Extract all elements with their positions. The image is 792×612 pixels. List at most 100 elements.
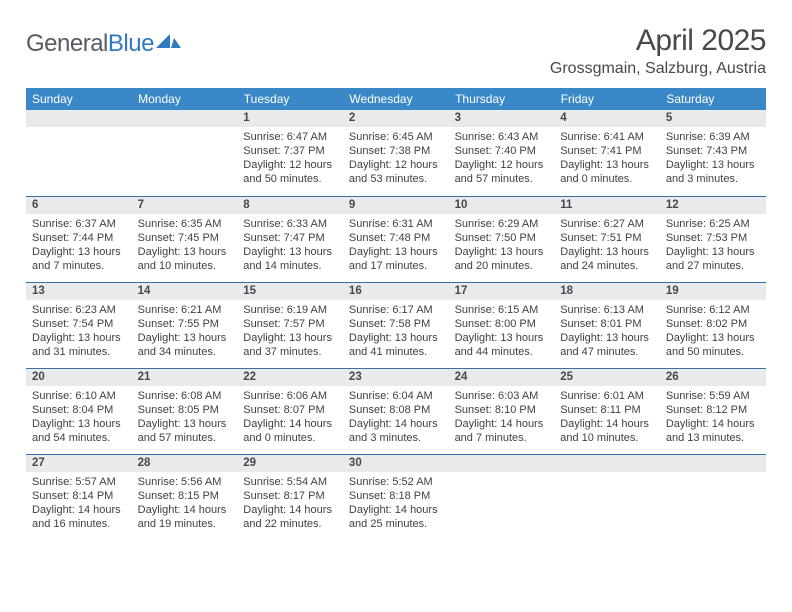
calendar-day-cell: 30Sunrise: 5:52 AMSunset: 8:18 PMDayligh…	[343, 454, 449, 540]
sunset-line: Sunset: 7:55 PM	[138, 317, 232, 331]
sunset-line: Sunset: 7:45 PM	[138, 231, 232, 245]
daylight-line: Daylight: 13 hours and 57 minutes.	[138, 417, 232, 445]
daylight-line: Daylight: 13 hours and 24 minutes.	[560, 245, 654, 273]
day-number: 25	[554, 369, 660, 386]
daylight-line: Daylight: 13 hours and 10 minutes.	[138, 245, 232, 273]
sunset-line: Sunset: 8:02 PM	[666, 317, 760, 331]
day-number	[554, 455, 660, 472]
calendar-day-cell: 29Sunrise: 5:54 AMSunset: 8:17 PMDayligh…	[237, 454, 343, 540]
month-title: April 2025	[550, 24, 766, 58]
calendar-week-row: 27Sunrise: 5:57 AMSunset: 8:14 PMDayligh…	[26, 454, 766, 540]
sunrise-line: Sunrise: 6:12 AM	[666, 303, 760, 317]
location-text: Grossgmain, Salzburg, Austria	[550, 60, 766, 78]
sunset-line: Sunset: 7:43 PM	[666, 144, 760, 158]
weekday-header: Monday	[132, 88, 238, 110]
calendar-day-cell: 9Sunrise: 6:31 AMSunset: 7:48 PMDaylight…	[343, 196, 449, 282]
title-block: April 2025 Grossgmain, Salzburg, Austria	[550, 24, 766, 78]
calendar-day-cell: 25Sunrise: 6:01 AMSunset: 8:11 PMDayligh…	[554, 368, 660, 454]
calendar-day-cell: 10Sunrise: 6:29 AMSunset: 7:50 PMDayligh…	[449, 196, 555, 282]
daylight-line: Daylight: 13 hours and 54 minutes.	[32, 417, 126, 445]
day-number: 27	[26, 455, 132, 472]
sunset-line: Sunset: 7:51 PM	[560, 231, 654, 245]
calendar-day-cell: 23Sunrise: 6:04 AMSunset: 8:08 PMDayligh…	[343, 368, 449, 454]
daylight-line: Daylight: 12 hours and 53 minutes.	[349, 158, 443, 186]
day-number: 16	[343, 283, 449, 300]
day-number: 4	[554, 110, 660, 127]
day-number: 21	[132, 369, 238, 386]
sunrise-line: Sunrise: 6:08 AM	[138, 389, 232, 403]
daylight-line: Daylight: 13 hours and 47 minutes.	[560, 331, 654, 359]
sunrise-line: Sunrise: 5:57 AM	[32, 475, 126, 489]
daylight-line: Daylight: 13 hours and 17 minutes.	[349, 245, 443, 273]
calendar-day-cell: 6Sunrise: 6:37 AMSunset: 7:44 PMDaylight…	[26, 196, 132, 282]
sunset-line: Sunset: 8:10 PM	[455, 403, 549, 417]
day-number: 11	[554, 197, 660, 214]
day-number: 12	[660, 197, 766, 214]
sunrise-line: Sunrise: 6:45 AM	[349, 130, 443, 144]
calendar-day-cell: 7 Sunrise: 6:35 AMSunset: 7:45 PMDaylight…	[132, 196, 238, 282]
header: GeneralBlue April 2025 Grossgmain, Salzb…	[26, 24, 766, 78]
sunrise-line: Sunrise: 6:17 AM	[349, 303, 443, 317]
daylight-line: Daylight: 14 hours and 13 minutes.	[666, 417, 760, 445]
day-number: 17	[449, 283, 555, 300]
calendar-empty-cell	[660, 454, 766, 540]
day-number	[26, 110, 132, 127]
calendar-day-cell: 11Sunrise: 6:27 AMSunset: 7:51 PMDayligh…	[554, 196, 660, 282]
calendar-day-cell: 21Sunrise: 6:08 AMSunset: 8:05 PMDayligh…	[132, 368, 238, 454]
sunset-line: Sunset: 8:07 PM	[243, 403, 337, 417]
calendar-day-cell: 15Sunrise: 6:19 AMSunset: 7:57 PMDayligh…	[237, 282, 343, 368]
sunset-line: Sunset: 7:38 PM	[349, 144, 443, 158]
day-details: Sunrise: 6:17 AMSunset: 7:58 PMDaylight:…	[343, 300, 449, 363]
calendar-body: 1Sunrise: 6:47 AMSunset: 7:37 PMDaylight…	[26, 110, 766, 540]
day-details	[449, 472, 555, 479]
sunrise-line: Sunrise: 6:33 AM	[243, 217, 337, 231]
day-number: 7	[132, 197, 238, 214]
sunrise-line: Sunrise: 6:35 AM	[138, 217, 232, 231]
day-details: Sunrise: 5:57 AMSunset: 8:14 PMDaylight:…	[26, 472, 132, 535]
calendar-day-cell: 16Sunrise: 6:17 AMSunset: 7:58 PMDayligh…	[343, 282, 449, 368]
day-number: 29	[237, 455, 343, 472]
calendar-day-cell: 27Sunrise: 5:57 AMSunset: 8:14 PMDayligh…	[26, 454, 132, 540]
sunrise-line: Sunrise: 6:01 AM	[560, 389, 654, 403]
day-details: Sunrise: 6:31 AMSunset: 7:48 PMDaylight:…	[343, 214, 449, 277]
calendar-empty-cell	[449, 454, 555, 540]
sunrise-line: Sunrise: 6:25 AM	[666, 217, 760, 231]
daylight-line: Daylight: 13 hours and 50 minutes.	[666, 331, 760, 359]
day-details: Sunrise: 6:27 AMSunset: 7:51 PMDaylight:…	[554, 214, 660, 277]
sunrise-line: Sunrise: 5:54 AM	[243, 475, 337, 489]
daylight-line: Daylight: 13 hours and 44 minutes.	[455, 331, 549, 359]
sunrise-line: Sunrise: 5:56 AM	[138, 475, 232, 489]
calendar-empty-cell	[554, 454, 660, 540]
day-details: Sunrise: 5:59 AMSunset: 8:12 PMDaylight:…	[660, 386, 766, 449]
day-details: Sunrise: 6:13 AMSunset: 8:01 PMDaylight:…	[554, 300, 660, 363]
calendar-day-cell: 22Sunrise: 6:06 AMSunset: 8:07 PMDayligh…	[237, 368, 343, 454]
logo-word2: Blue	[108, 30, 154, 57]
sunrise-line: Sunrise: 6:04 AM	[349, 389, 443, 403]
sunrise-line: Sunrise: 6:21 AM	[138, 303, 232, 317]
sunset-line: Sunset: 8:12 PM	[666, 403, 760, 417]
calendar-day-cell: 12Sunrise: 6:25 AMSunset: 7:53 PMDayligh…	[660, 196, 766, 282]
day-details: Sunrise: 6:06 AMSunset: 8:07 PMDaylight:…	[237, 386, 343, 449]
logo-word1: General	[26, 30, 108, 57]
weekday-header: Tuesday	[237, 88, 343, 110]
day-number: 15	[237, 283, 343, 300]
sunrise-line: Sunrise: 6:10 AM	[32, 389, 126, 403]
day-number: 26	[660, 369, 766, 386]
sunset-line: Sunset: 8:00 PM	[455, 317, 549, 331]
day-details: Sunrise: 6:29 AMSunset: 7:50 PMDaylight:…	[449, 214, 555, 277]
day-number: 28	[132, 455, 238, 472]
daylight-line: Daylight: 13 hours and 41 minutes.	[349, 331, 443, 359]
daylight-line: Daylight: 13 hours and 0 minutes.	[560, 158, 654, 186]
calendar-day-cell: 17Sunrise: 6:15 AMSunset: 8:00 PMDayligh…	[449, 282, 555, 368]
sunset-line: Sunset: 7:58 PM	[349, 317, 443, 331]
daylight-line: Daylight: 13 hours and 20 minutes.	[455, 245, 549, 273]
daylight-line: Daylight: 13 hours and 14 minutes.	[243, 245, 337, 273]
sunset-line: Sunset: 8:14 PM	[32, 489, 126, 503]
sunset-line: Sunset: 7:41 PM	[560, 144, 654, 158]
day-details	[26, 127, 132, 134]
day-details: Sunrise: 5:52 AMSunset: 8:18 PMDaylight:…	[343, 472, 449, 535]
sunrise-line: Sunrise: 6:13 AM	[560, 303, 654, 317]
sunrise-line: Sunrise: 6:41 AM	[560, 130, 654, 144]
sunrise-line: Sunrise: 5:52 AM	[349, 475, 443, 489]
calendar-table: SundayMondayTuesdayWednesdayThursdayFrid…	[26, 88, 766, 540]
